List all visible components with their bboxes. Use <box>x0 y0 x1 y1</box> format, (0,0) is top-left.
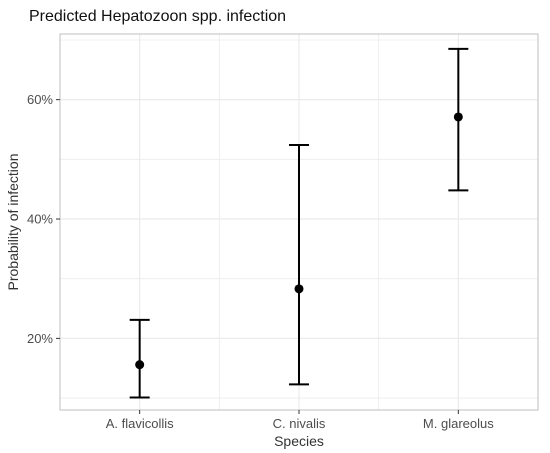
y-tick-label: 40% <box>27 212 53 227</box>
x-tick-label: M. glareolus <box>423 416 494 431</box>
data-point <box>135 360 145 370</box>
x-tick-label: A. flavicollis <box>106 416 174 431</box>
y-axis-title: Probability of infection <box>5 154 21 291</box>
marks-layer <box>129 47 469 399</box>
chart-title: Predicted Hepatozoon spp. infection <box>29 8 287 25</box>
axis-layer: 20% 40% 60% A. flavicollis C. nivalis M. glar… <box>27 92 494 431</box>
data-point <box>453 112 463 122</box>
x-tick-label: C. nivalis <box>273 416 326 431</box>
y-tick-label: 60% <box>27 92 53 107</box>
y-tick-label: 20% <box>27 331 53 346</box>
errorbar-group <box>448 47 469 192</box>
errorbar-group <box>289 144 309 386</box>
x-axis-title: Species <box>274 433 324 449</box>
errorbar-group <box>129 318 150 399</box>
data-point <box>294 284 304 294</box>
